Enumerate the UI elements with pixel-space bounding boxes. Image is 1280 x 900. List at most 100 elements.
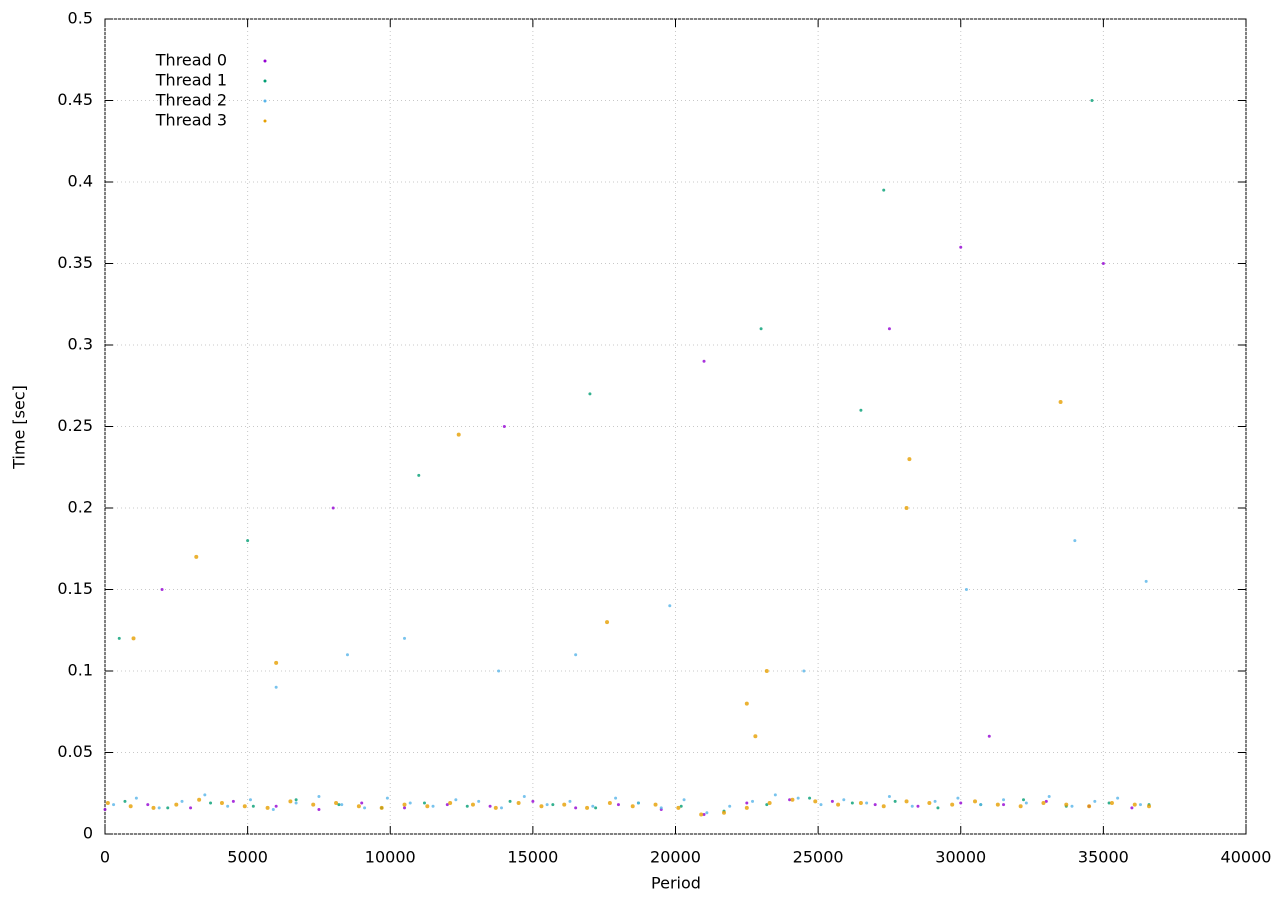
point — [331, 506, 335, 510]
point — [103, 808, 107, 812]
point — [933, 799, 937, 803]
point — [274, 660, 279, 665]
x-tick-label: 5000 — [227, 848, 268, 867]
point — [614, 796, 618, 800]
point — [679, 804, 683, 808]
point — [219, 801, 224, 806]
point — [334, 801, 339, 806]
point — [551, 803, 555, 807]
x-tick-label: 10000 — [365, 848, 416, 867]
point — [759, 327, 763, 331]
point — [1101, 262, 1105, 265]
point — [448, 801, 453, 806]
point — [146, 803, 150, 807]
point — [887, 795, 891, 799]
point — [1022, 798, 1026, 802]
point — [340, 803, 344, 807]
point — [753, 734, 758, 739]
point — [1132, 802, 1137, 807]
point — [197, 797, 202, 802]
point — [311, 802, 316, 807]
point — [916, 804, 920, 808]
point — [1130, 806, 1134, 810]
point — [882, 188, 886, 192]
point — [574, 806, 578, 810]
y-tick-label: 0.4 — [68, 172, 93, 191]
point — [123, 799, 127, 803]
legend-label: Thread 2 — [155, 91, 227, 110]
point — [1109, 801, 1114, 806]
x-tick-label: 30000 — [935, 848, 986, 867]
point — [445, 803, 449, 807]
point — [1116, 796, 1120, 800]
point — [402, 802, 407, 807]
point — [773, 793, 777, 797]
point — [605, 620, 610, 625]
point — [465, 804, 469, 808]
point — [830, 799, 834, 803]
x-tick-label: 20000 — [650, 848, 701, 867]
point — [128, 804, 133, 809]
point — [112, 803, 116, 807]
point — [288, 799, 293, 804]
point — [767, 801, 772, 806]
point — [728, 804, 732, 808]
x-tick-label: 15000 — [507, 848, 558, 867]
point — [151, 805, 156, 810]
legend-label: Thread 1 — [155, 71, 227, 90]
point — [699, 812, 704, 817]
points — [103, 99, 1152, 817]
point — [105, 801, 110, 806]
y-tick-label: 0.5 — [68, 9, 93, 28]
point — [317, 808, 321, 812]
point — [516, 801, 521, 806]
y-tick-label: 0.15 — [57, 579, 93, 598]
point — [403, 806, 407, 810]
point — [979, 803, 983, 807]
point — [1024, 801, 1028, 805]
point — [721, 810, 726, 815]
point — [1093, 799, 1097, 803]
point — [591, 804, 595, 808]
point — [887, 327, 891, 331]
y-tick-label: 0.3 — [68, 335, 93, 354]
point — [1002, 798, 1006, 802]
legend-label: Thread 3 — [155, 111, 227, 130]
point — [248, 798, 252, 802]
point — [607, 801, 612, 806]
point — [251, 804, 255, 808]
point — [1047, 795, 1051, 799]
point — [808, 796, 812, 800]
point — [417, 473, 421, 477]
point — [630, 804, 635, 809]
point — [488, 804, 492, 808]
point — [209, 801, 213, 805]
point — [470, 802, 475, 807]
point — [408, 801, 412, 805]
point — [858, 801, 863, 806]
point — [1058, 400, 1063, 405]
point — [751, 799, 755, 803]
y-tick-label: 0.45 — [57, 90, 93, 109]
point — [226, 804, 230, 808]
point — [873, 803, 877, 807]
point — [454, 798, 458, 802]
x-tick-label: 40000 — [1221, 848, 1272, 867]
point — [936, 806, 940, 810]
point — [964, 588, 968, 591]
point — [337, 803, 341, 807]
point — [705, 811, 709, 815]
point — [765, 803, 769, 807]
point — [403, 636, 407, 640]
point — [317, 795, 321, 799]
point — [702, 359, 706, 363]
point — [431, 804, 435, 808]
point — [499, 806, 503, 810]
point — [668, 604, 672, 608]
point — [274, 804, 278, 808]
point — [973, 799, 978, 804]
point — [682, 798, 686, 802]
y-tick-label: 0.1 — [68, 661, 93, 680]
point — [242, 804, 247, 809]
point — [1041, 801, 1046, 806]
